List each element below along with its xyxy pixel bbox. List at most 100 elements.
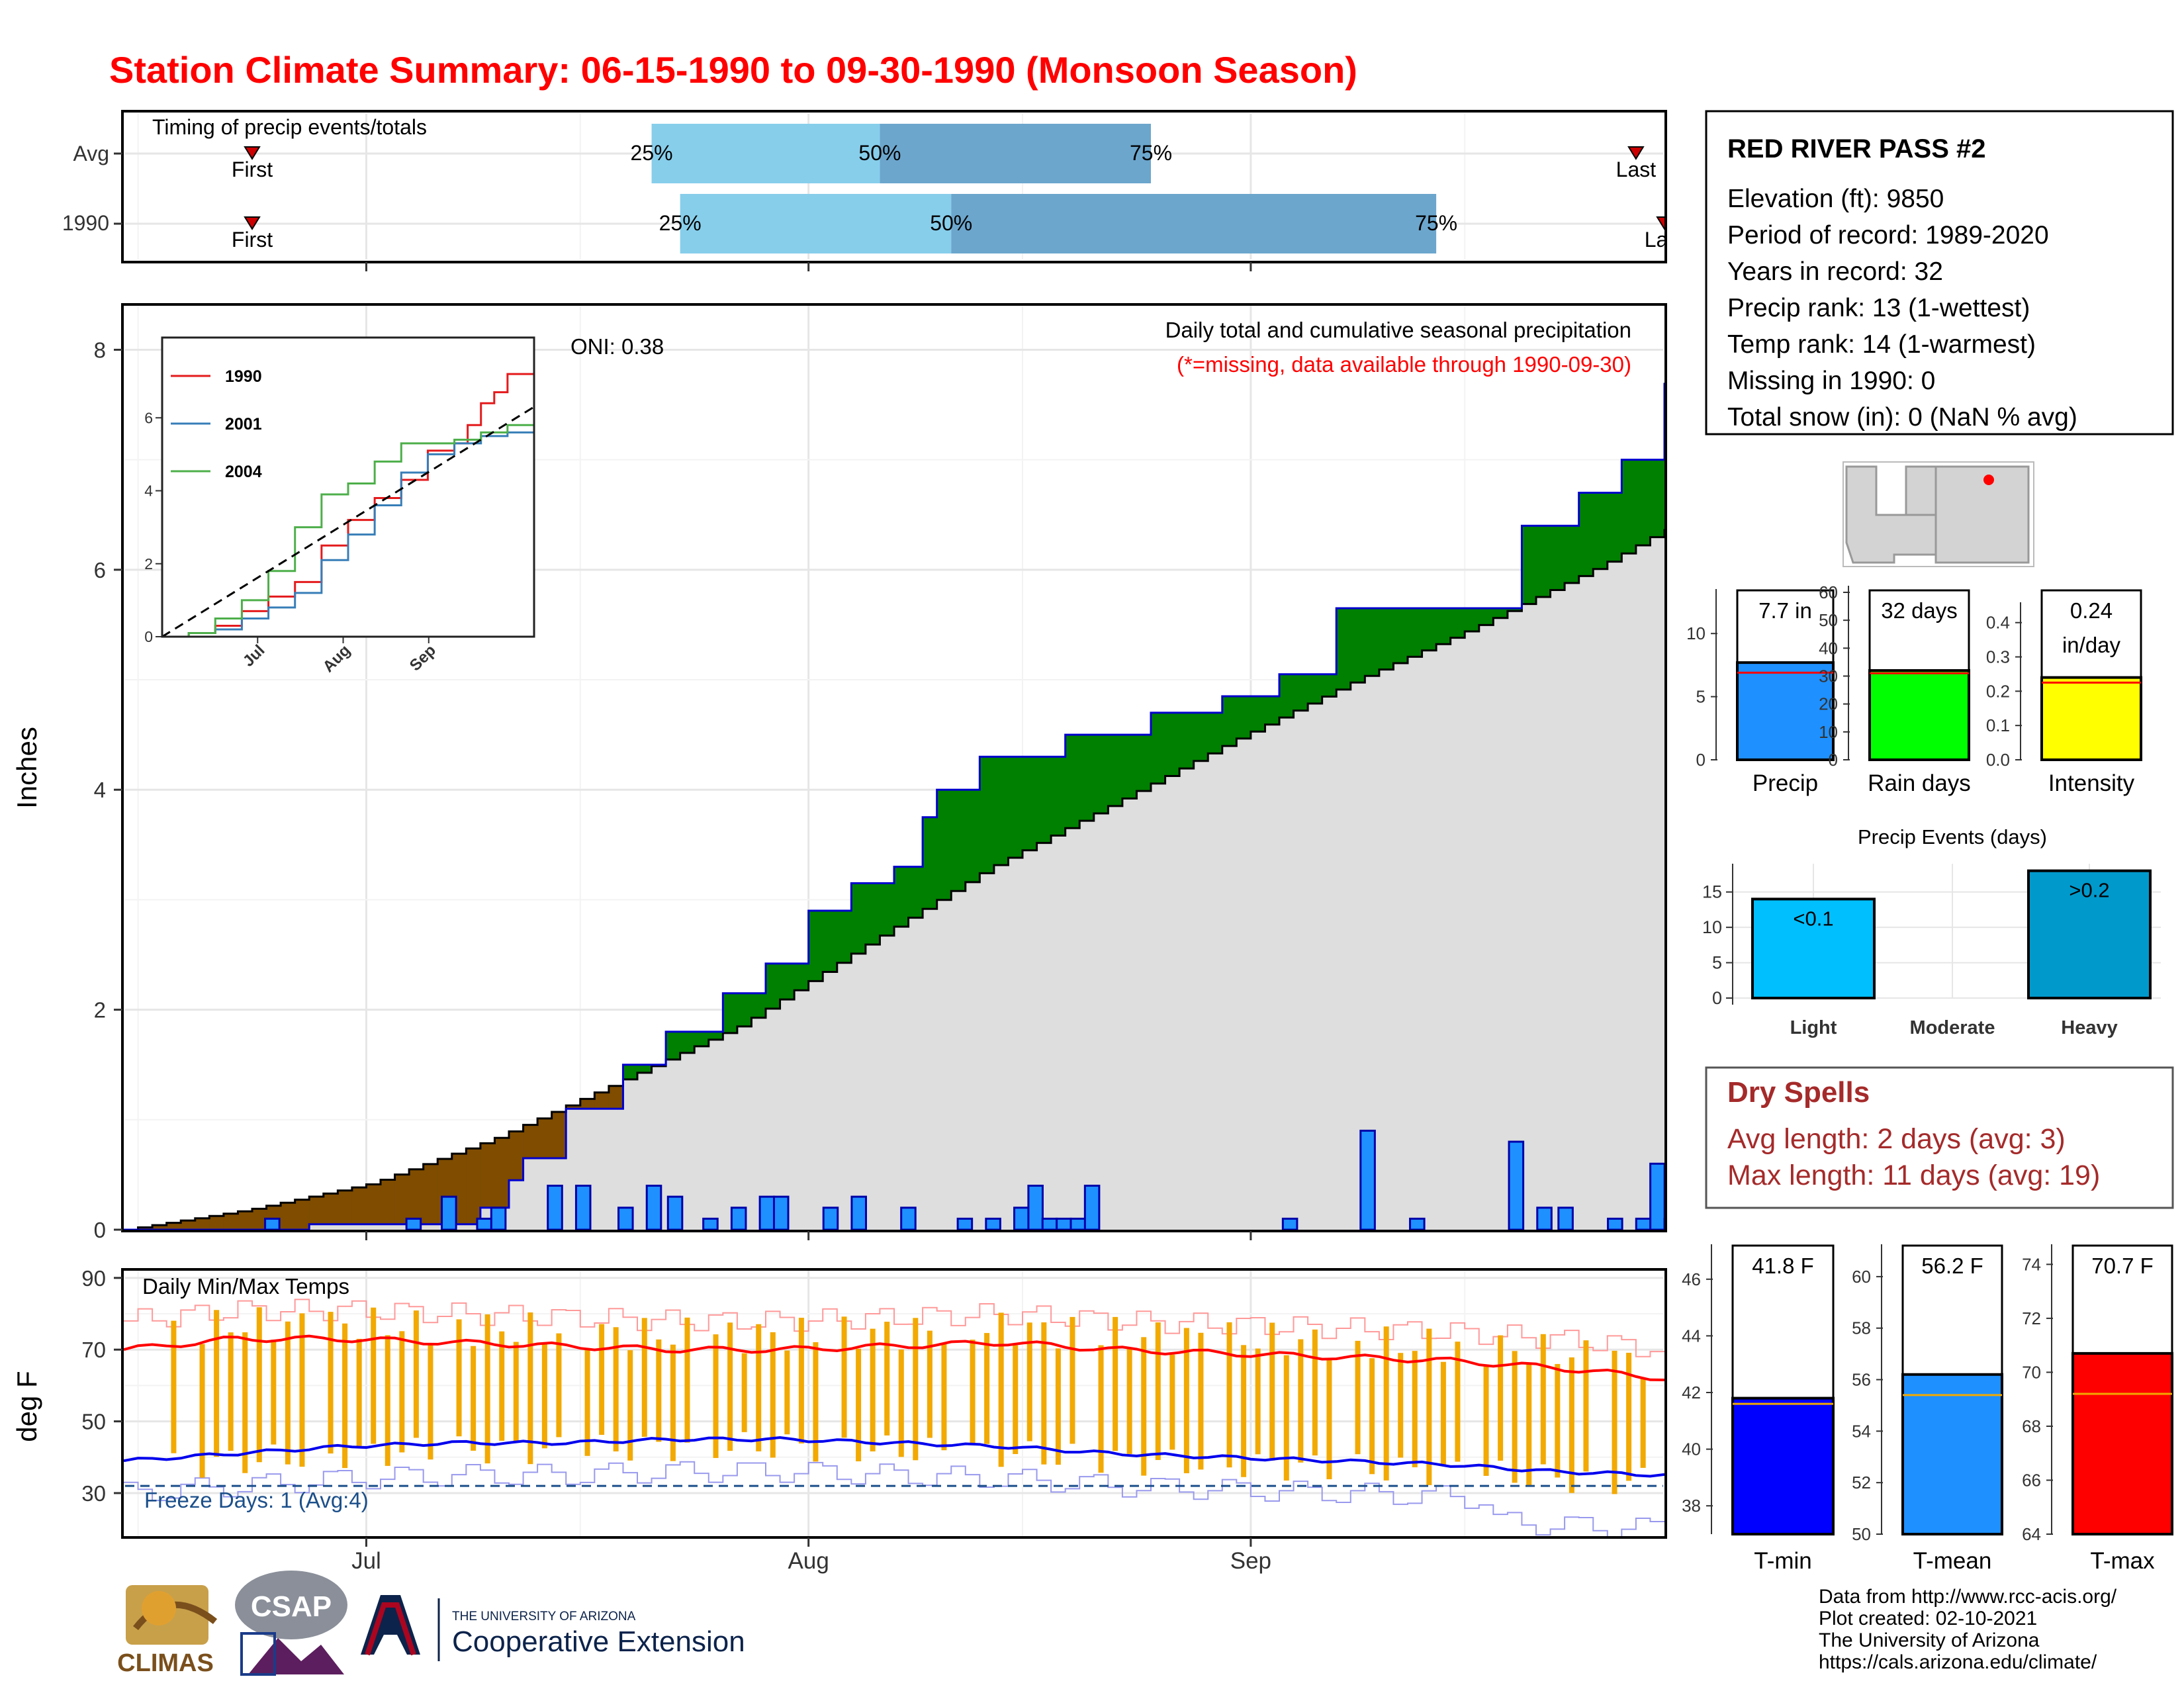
tmean-mini-bar-tick-label: 50 [1852, 1524, 1871, 1544]
avg-cumulative-area [951, 891, 966, 1230]
precip-mini-bar-tick-label: 0 [1696, 750, 1706, 770]
wet-anomaly-area [1208, 712, 1223, 754]
tmax-mini-bar-tick-label: 68 [2022, 1416, 2041, 1436]
dry-anomaly-area [409, 1169, 424, 1224]
daily-temp-range-bar [684, 1317, 690, 1443]
wet-anomaly-area [637, 1064, 653, 1073]
daily-temp-range-bar [741, 1353, 747, 1432]
daily-temp-range-bar [1183, 1328, 1189, 1473]
precip-y-tick-label: 4 [94, 778, 106, 802]
wet-anomaly-area [1536, 526, 1551, 598]
station-line: Total snow (in): 0 (NaN % avg) [1727, 403, 2077, 432]
avg-cumulative-area [351, 1224, 367, 1230]
precip-events-chart: Precip Events (days) 0 5 10 15 Light Moderate… [1702, 825, 2161, 1038]
credit-line: Data from http://www.rcc-acis.org/ [1819, 1586, 2117, 1608]
dry-anomaly-area [252, 1209, 267, 1230]
tmax-record-line [124, 1299, 1664, 1357]
rain-days-mini-bar-tick-label: 50 [1819, 610, 1838, 630]
daily-temp-range-bar [1483, 1365, 1489, 1476]
wet-anomaly-area [680, 1031, 695, 1053]
station-line: Missing in 1990: 0 [1727, 367, 1935, 395]
wet-anomaly-area [780, 963, 795, 1000]
avg-cumulative-area [1093, 813, 1109, 1230]
first-event-label: First [232, 228, 273, 251]
avg-cumulative-area [808, 981, 823, 1230]
precip-mini-bar-bar [1736, 661, 1835, 761]
dry-anomaly-area [537, 1118, 553, 1158]
avg-cumulative-area [894, 927, 909, 1230]
credit-line: Plot created: 02-10-2021 [1819, 1608, 2037, 1629]
inset-series-line-2004 [162, 406, 535, 638]
wet-anomaly-area [1093, 735, 1109, 813]
daily-temp-range-bar [1198, 1332, 1204, 1470]
avg-cumulative-area [451, 1224, 467, 1230]
daily-precip-bar [264, 1217, 281, 1230]
timing-q25-label: 25% [631, 141, 673, 165]
avg-cumulative-line [124, 529, 1664, 1230]
avg-cumulative-area [394, 1224, 410, 1230]
daily-temp-range-bar [613, 1327, 619, 1451]
rain-days-mini-bar: 0 10 20 30 40 50 60 32 days Rain days [1819, 582, 1971, 796]
daily-temp-range-bar [1098, 1345, 1104, 1473]
daily-precip-bar [1409, 1217, 1426, 1230]
daily-temp-range-bar [1612, 1350, 1617, 1494]
precip-events-title: Precip Events (days) [1858, 825, 2047, 848]
daily-precip-bar [956, 1217, 974, 1230]
daily-temp-range-bar [1355, 1340, 1361, 1455]
wet-anomaly-area [1379, 608, 1394, 670]
daily-temp-range-bar [1512, 1351, 1518, 1483]
dry-spells-max: Max length: 11 days (avg: 19) [1727, 1160, 2100, 1191]
daily-temp-range-bar [214, 1310, 220, 1457]
avg-cumulative-area [1222, 746, 1237, 1230]
daily-temp-range-bar [1226, 1322, 1232, 1468]
events-bar-label: <0.1 [1793, 907, 1833, 930]
avg-cumulative-area [1350, 682, 1365, 1230]
tmin-mini-bar: 38 40 42 44 46 41.8 F T-min [1682, 1244, 1835, 1574]
wet-anomaly-area [1578, 492, 1594, 576]
tmean-mini-bar-value-text: 56.2 F [1921, 1254, 1983, 1278]
avg-cumulative-area [780, 999, 795, 1230]
intensity-mini-bar-value-text: 0.24 [2070, 598, 2113, 623]
wet-anomaly-area [1023, 756, 1038, 850]
dry-anomaly-area [366, 1184, 381, 1224]
daily-precip-bar [645, 1185, 662, 1230]
wet-anomaly-area [1250, 696, 1266, 732]
wet-anomaly-area [1593, 492, 1608, 569]
wet-anomaly-area [1236, 696, 1251, 739]
daily-temp-range-bar [1255, 1348, 1261, 1455]
daily-precip-bar [476, 1217, 493, 1230]
dry-anomaly-area [423, 1164, 438, 1224]
precip-mini-bar-label: Precip [1752, 770, 1818, 796]
wet-anomaly-area [965, 790, 980, 882]
events-category-label: Light [1790, 1017, 1837, 1038]
wet-anomaly-area [823, 911, 838, 972]
wet-anomaly-area [1151, 712, 1166, 784]
daily-temp-range-bar [727, 1322, 733, 1451]
daily-temp-range-bar [984, 1333, 990, 1444]
station-location-marker [1983, 475, 1994, 485]
daily-temp-range-bar [242, 1332, 248, 1473]
daily-temp-range-bar [1041, 1322, 1047, 1465]
daily-temp-range-bar [1626, 1352, 1632, 1481]
daily-temp-range-bar [1113, 1316, 1118, 1451]
temp-y-tick-label: 30 [81, 1481, 106, 1506]
station-line: Precip rank: 13 (1-wettest) [1727, 294, 2030, 322]
daily-temp-range-bar [1069, 1316, 1075, 1444]
daily-temp-range-bar [299, 1313, 305, 1467]
page-title: Station Climate Summary: 06-15-1990 to 0… [109, 49, 1357, 91]
wet-anomaly-area [1279, 674, 1295, 718]
avg-cumulative-area [936, 899, 952, 1230]
precip-y-axis-label: Inches [11, 727, 42, 809]
dry-spells-box: Dry Spells Avg length: 2 days (avg: 3) M… [1705, 1066, 2174, 1209]
tmax-mini-bar-label: T-max [2090, 1548, 2155, 1574]
dry-anomaly-area [338, 1190, 353, 1224]
daily-temp-range-bar [841, 1316, 847, 1438]
dry-anomaly-area [580, 1099, 595, 1109]
avg-cumulative-area [794, 990, 809, 1230]
daily-precip-bar [1027, 1185, 1044, 1230]
daily-temp-range-bar [256, 1307, 262, 1463]
tmean-mini-bar-value-box [1901, 1244, 2003, 1376]
tmax-mini-bar-tick-label: 72 [2022, 1308, 2041, 1328]
daily-temp-range-bar [1126, 1348, 1132, 1454]
daily-precip-bar [1557, 1207, 1574, 1230]
